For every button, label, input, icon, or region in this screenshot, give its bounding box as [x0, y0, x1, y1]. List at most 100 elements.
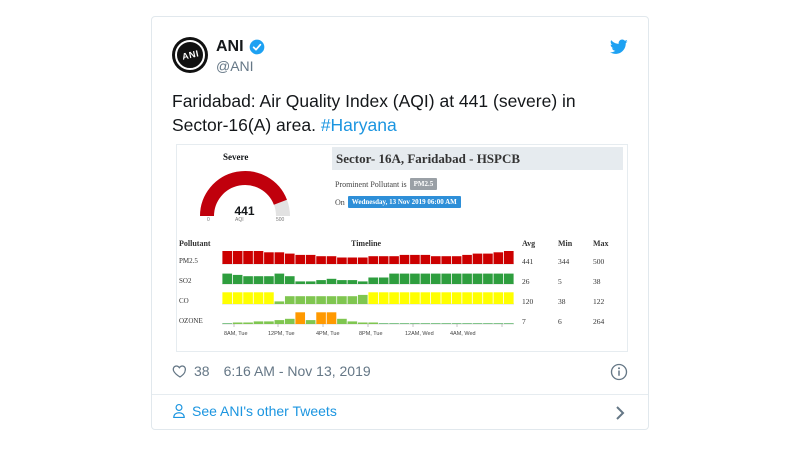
timeline-bar — [410, 323, 420, 324]
timeline-bar — [243, 322, 253, 324]
timeline-bar — [462, 323, 472, 324]
timestamp[interactable]: 6:16 AM - Nov 13, 2019 — [223, 363, 371, 379]
timeline-chart: 8AM, Tue 12PM, Tue 4PM, Tue 8PM, Tue 12AM, W… — [222, 251, 514, 337]
verified-badge-icon — [249, 39, 264, 55]
timeline-bar — [472, 292, 483, 304]
author-name[interactable]: ANI — [216, 38, 265, 56]
timeline-tick-label: 8PM, Tue — [359, 331, 383, 337]
row-label-pm25: PM2.5 — [179, 257, 198, 265]
timeline-bar — [430, 256, 441, 264]
timeline-bar — [316, 312, 326, 324]
timeline-bar — [420, 292, 431, 304]
timeline-bar — [305, 254, 316, 264]
chevron-right-icon[interactable] — [614, 405, 626, 421]
timeline-bar — [222, 251, 233, 264]
timeline-bar — [264, 321, 274, 324]
timeline-bar — [305, 320, 316, 324]
timeline-bar — [232, 292, 243, 304]
heart-icon[interactable] — [172, 363, 188, 379]
timeline-bar — [368, 277, 379, 284]
timeline-bar — [378, 277, 389, 284]
pm25-max: 500 — [593, 257, 605, 266]
timeline-bar — [483, 323, 493, 324]
header-timeline: Timeline — [351, 239, 382, 248]
severity-label: Severe — [223, 152, 249, 162]
timeline-bar — [420, 273, 431, 284]
timeline-bar — [441, 256, 452, 264]
timeline-bar — [451, 292, 462, 304]
co-max: 122 — [593, 297, 605, 306]
timeline-bar — [295, 254, 306, 264]
aqi-label: AQI — [235, 217, 244, 223]
pm25-avg: 441 — [522, 257, 534, 266]
hashtag-link[interactable]: #Haryana — [320, 115, 397, 135]
timeline-bar — [253, 292, 264, 304]
timeline-bar — [503, 273, 514, 284]
twitter-bird-icon[interactable] — [610, 39, 628, 55]
timeline-bar — [316, 256, 326, 264]
on-label: On — [335, 197, 345, 207]
timeline-bar — [430, 273, 441, 284]
timeline-bar — [410, 273, 420, 284]
timeline-bar — [222, 323, 233, 324]
info-icon[interactable] — [610, 363, 628, 381]
timeline-bar — [253, 276, 264, 284]
timeline-bar — [253, 251, 264, 264]
timeline-bar — [483, 253, 493, 264]
row-label-co: CO — [179, 297, 189, 305]
like-count[interactable]: 38 — [194, 363, 210, 379]
timeline-bar — [472, 273, 483, 284]
timeline-bar — [347, 321, 358, 324]
timeline-bar — [337, 280, 347, 284]
timeline-bar — [264, 292, 274, 304]
ozone-avg: 7 — [522, 317, 526, 326]
aqi-value: 441 — [234, 204, 255, 218]
timeline-bar — [326, 296, 337, 304]
see-other-tweets-label[interactable]: See ANI's other Tweets — [192, 403, 337, 419]
timeline-bar — [493, 252, 504, 264]
pm25-min: 344 — [558, 257, 570, 266]
tweet-card: ANI ANI @ANI Faridabad: Air Quality Inde… — [151, 16, 649, 430]
aqi-gauge — [200, 171, 290, 217]
timeline-bar — [368, 322, 379, 324]
timeline-bar — [389, 273, 399, 284]
timeline-bar — [389, 292, 399, 304]
avatar[interactable]: ANI — [172, 37, 208, 73]
timeline-bar — [493, 273, 504, 284]
aqi-image[interactable]: Severe 441 0 AQI 500 Sector- 16A, Farida… — [176, 144, 628, 352]
timeline-bar — [378, 292, 389, 304]
timeline-bar — [357, 294, 368, 304]
timeline-bar — [264, 276, 274, 284]
timeline-bar — [451, 256, 462, 264]
date-badge: Wednesday, 13 Nov 2019 06:00 AM — [347, 196, 461, 208]
tweet-body: Faridabad: Air Quality Index (AQI) at 44… — [172, 91, 576, 135]
timeline-bar — [295, 281, 306, 284]
author-name-text[interactable]: ANI — [216, 38, 244, 55]
divider — [152, 394, 648, 395]
timeline-bar — [316, 296, 326, 304]
header-max: Max — [593, 239, 609, 248]
author-handle[interactable]: @ANI — [216, 58, 254, 74]
timeline-bar — [493, 323, 504, 324]
timeline-bar — [399, 273, 410, 284]
timeline-bar — [274, 320, 285, 324]
timeline-bar — [253, 321, 264, 324]
timeline-bar — [347, 257, 358, 264]
timeline-bar — [441, 273, 452, 284]
timeline-bar — [462, 292, 472, 304]
ozone-min: 6 — [558, 317, 562, 326]
timeline-bar — [326, 278, 337, 284]
timeline-bar — [284, 253, 295, 264]
header-min: Min — [558, 239, 573, 248]
see-other-tweets-link[interactable]: See ANI's other Tweets — [172, 403, 337, 419]
timeline-bar — [483, 273, 493, 284]
timeline-bar — [305, 296, 316, 304]
timeline-bar — [232, 274, 243, 284]
timeline-bar — [274, 273, 285, 284]
timeline-bar — [222, 273, 233, 284]
timeline-bar — [368, 256, 379, 264]
timeline-bar — [399, 292, 410, 304]
timeline-bar — [420, 323, 431, 324]
timeline-tick-label: 12PM, Tue — [268, 331, 295, 337]
timeline-bar — [441, 323, 452, 324]
